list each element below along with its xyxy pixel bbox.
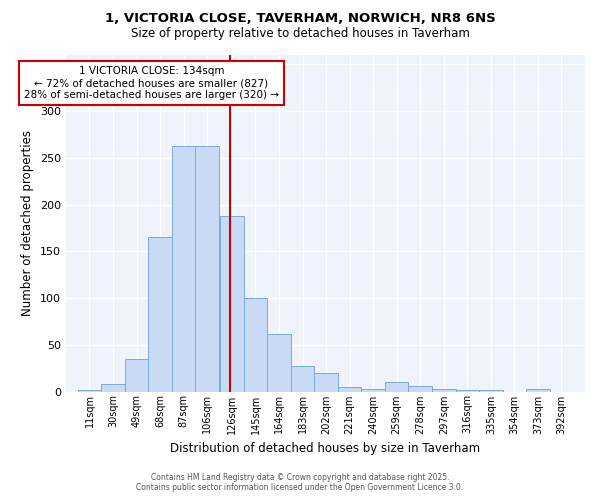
Bar [479, 390, 503, 392]
Bar [148, 238, 172, 392]
Text: Contains HM Land Registry data © Crown copyright and database right 2025.
Contai: Contains HM Land Registry data © Crown c… [136, 473, 464, 492]
X-axis label: Distribution of detached houses by size in Taverham: Distribution of detached houses by size … [170, 442, 481, 455]
Bar [291, 366, 314, 392]
Bar [101, 384, 125, 392]
Bar [220, 216, 244, 392]
Bar [361, 388, 385, 392]
Y-axis label: Number of detached properties: Number of detached properties [22, 130, 34, 316]
Bar [77, 390, 101, 392]
Bar [314, 373, 338, 392]
Bar [125, 359, 148, 392]
Bar [338, 387, 361, 392]
Bar [409, 386, 432, 392]
Bar [385, 382, 409, 392]
Text: Size of property relative to detached houses in Taverham: Size of property relative to detached ho… [131, 28, 469, 40]
Text: 1, VICTORIA CLOSE, TAVERHAM, NORWICH, NR8 6NS: 1, VICTORIA CLOSE, TAVERHAM, NORWICH, NR… [104, 12, 496, 26]
Bar [196, 146, 219, 392]
Text: 1 VICTORIA CLOSE: 134sqm
← 72% of detached houses are smaller (827)
28% of semi-: 1 VICTORIA CLOSE: 134sqm ← 72% of detach… [24, 66, 279, 100]
Bar [455, 390, 479, 392]
Bar [267, 334, 291, 392]
Bar [172, 146, 196, 392]
Bar [432, 388, 455, 392]
Bar [526, 388, 550, 392]
Bar [244, 298, 267, 392]
